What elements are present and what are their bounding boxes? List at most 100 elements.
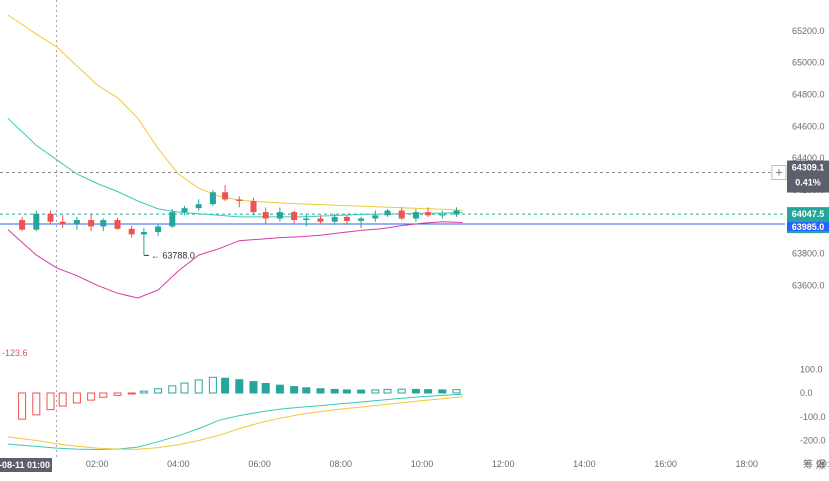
candle-body (331, 216, 338, 222)
candle[interactable] (195, 199, 202, 211)
time-axis-tick-label: 18:00 (736, 459, 759, 469)
candle[interactable] (209, 189, 216, 206)
candle[interactable] (276, 207, 283, 222)
candle[interactable] (425, 207, 432, 217)
corner-toolbar-text[interactable]: 筹 爆 (803, 458, 826, 471)
add-alert-button[interactable] (771, 165, 787, 181)
macd-bar (316, 388, 325, 394)
candle[interactable] (384, 208, 391, 217)
blue-price-label: 63985.0 (792, 222, 825, 232)
candle[interactable] (47, 210, 54, 224)
last-price-label: 64047.5 (792, 209, 825, 219)
candle[interactable] (453, 207, 460, 217)
candle[interactable] (358, 216, 365, 229)
candle-body (33, 213, 40, 230)
candle[interactable] (398, 207, 405, 221)
candle-body (73, 220, 80, 225)
candle-body (412, 212, 419, 219)
macd-bar (411, 388, 420, 394)
time-axis-tick-label: 16:00 (654, 459, 677, 469)
candle-body (181, 208, 188, 213)
candle-body (398, 210, 405, 219)
candle-body (372, 215, 379, 219)
macd-bar (46, 392, 55, 411)
candle-body (19, 220, 26, 230)
candle-body (291, 212, 298, 221)
macd-bar (58, 392, 67, 407)
level-percent-label: 0.41% (795, 178, 821, 188)
candle[interactable] (303, 213, 310, 227)
candle-body (236, 199, 243, 201)
time-axis-tick-label: 12:00 (492, 459, 515, 469)
candle-body (100, 220, 107, 227)
candle[interactable] (343, 215, 350, 225)
price-axis-tick-label: 64400.0 (792, 153, 825, 163)
candle[interactable] (291, 210, 298, 224)
price-axis-tick-label: 65000.0 (792, 58, 825, 68)
candle[interactable] (19, 216, 26, 232)
plus-icon[interactable]: + (775, 165, 783, 180)
candle[interactable] (128, 225, 135, 238)
macd-axis-tick-label: 100.0 (800, 364, 823, 374)
candle-body (250, 201, 257, 213)
candle-body (358, 218, 365, 221)
macd-bar (194, 379, 203, 394)
candle[interactable] (250, 197, 257, 216)
candle-body (222, 192, 229, 200)
macd-bar (18, 392, 27, 420)
candle[interactable] (140, 228, 147, 256)
macd-bar (290, 386, 299, 394)
price-axis-tick-label: 65200.0 (792, 26, 825, 36)
candle[interactable] (59, 215, 66, 229)
candle-body (88, 220, 95, 227)
candle[interactable] (222, 185, 229, 201)
macd-bar (127, 392, 136, 395)
macd-bar (139, 390, 148, 394)
candle[interactable] (372, 210, 379, 222)
candle[interactable] (412, 208, 419, 222)
candle[interactable] (100, 218, 107, 232)
macd-bar (113, 392, 122, 396)
macd-bar (452, 389, 461, 394)
candle-body (439, 214, 446, 216)
candle-body (425, 212, 432, 216)
candle[interactable] (181, 205, 188, 216)
candle-body (317, 218, 324, 222)
candle-body (59, 221, 66, 225)
macd-bar (168, 385, 177, 394)
candle-body (276, 212, 283, 219)
time-axis-tick-label: 02:00 (86, 459, 109, 469)
candle[interactable] (114, 217, 121, 230)
macd-bar (330, 388, 339, 394)
macd-value-label: -123.6 (2, 348, 28, 358)
candle[interactable] (169, 208, 176, 229)
macd-bar (383, 388, 392, 394)
candle[interactable] (236, 196, 243, 208)
time-axis-tick-label: 14:00 (573, 459, 596, 469)
time-axis-tick-label: 08:00 (330, 459, 353, 469)
candle-body (128, 228, 135, 235)
candle[interactable] (33, 210, 40, 232)
macd-bar (235, 379, 244, 394)
macd-bar (154, 388, 163, 394)
macd-bar (302, 387, 311, 394)
candle[interactable] (331, 213, 338, 225)
candle[interactable] (88, 213, 95, 232)
macd-axis-tick-label: -100.0 (800, 412, 826, 422)
candle[interactable] (439, 210, 446, 219)
macd-bar (342, 389, 351, 394)
macd-bar (180, 382, 189, 394)
candle[interactable] (317, 215, 324, 224)
macd-bar (438, 389, 447, 394)
candle-body (303, 218, 310, 221)
price-axis-tick-label: 63600.0 (792, 280, 825, 290)
macd-axis-tick-label: 0.0 (800, 388, 813, 398)
candle[interactable] (155, 224, 162, 236)
candle[interactable] (73, 216, 80, 230)
level-price-tag (787, 160, 829, 193)
macd-bar (221, 377, 230, 394)
candle[interactable] (262, 207, 269, 224)
macd-bar (32, 392, 41, 416)
